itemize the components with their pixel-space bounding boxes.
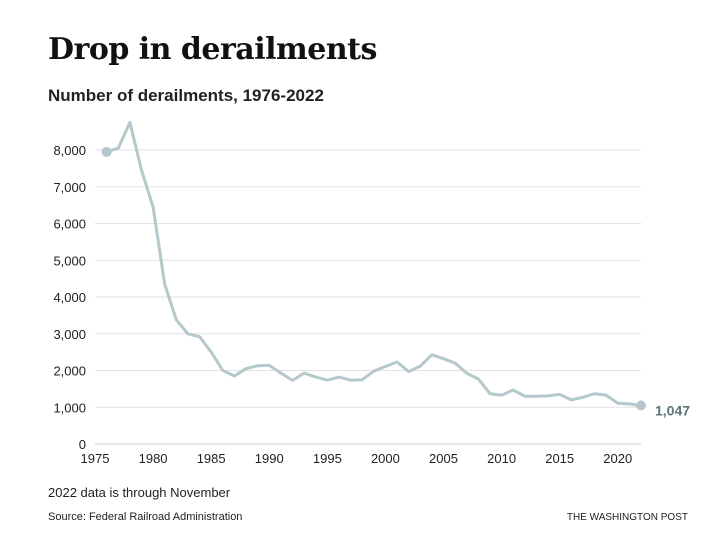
y-tick-label: 5,000 xyxy=(53,253,86,268)
y-tick-label: 0 xyxy=(79,437,86,452)
y-tick-label: 4,000 xyxy=(53,290,86,305)
x-axis-ticks: 1975 1980 1985 1990 1995 2000 2005 2010 2015 2020 xyxy=(81,451,633,466)
x-tick-label: 1980 xyxy=(139,451,168,466)
y-tick-label: 7,000 xyxy=(53,180,86,195)
data-labels: 1,047 xyxy=(655,403,690,419)
x-tick-label: 2020 xyxy=(603,451,632,466)
x-tick-label: 2000 xyxy=(371,451,400,466)
source-note: Source: Federal Railroad Administration xyxy=(48,511,243,523)
end-value-label: 1,047 xyxy=(655,403,690,419)
y-tick-label: 2,000 xyxy=(53,364,86,379)
x-tick-label: 2005 xyxy=(429,451,458,466)
y-tick-label: 6,000 xyxy=(53,217,86,232)
start-point-marker xyxy=(101,146,112,157)
series-derailments xyxy=(101,120,646,411)
y-axis-ticks: 0 1,000 2,000 3,000 4,000 5,000 6,000 7,000 8,00… xyxy=(53,143,86,452)
x-tick-label: 1975 xyxy=(81,451,110,466)
footnote: 2022 data is through November xyxy=(48,485,231,500)
y-tick-label: 3,000 xyxy=(53,327,86,342)
x-tick-label: 1985 xyxy=(197,451,226,466)
x-tick-label: 1995 xyxy=(313,451,342,466)
chart-subtitle: Number of derailments, 1976-2022 xyxy=(48,86,324,105)
end-point-marker xyxy=(636,400,646,411)
y-tick-label: 1,000 xyxy=(53,400,86,415)
y-tick-label: 8,000 xyxy=(53,143,86,158)
x-tick-label: 2010 xyxy=(487,451,516,466)
x-tick-label: 2015 xyxy=(545,451,574,466)
series-line xyxy=(105,120,643,407)
x-tick-label: 1990 xyxy=(255,451,284,466)
chart-title: Drop in derailments xyxy=(48,32,377,67)
gridlines xyxy=(95,149,641,445)
publisher-credit: THE WASHINGTON POST xyxy=(566,512,688,523)
